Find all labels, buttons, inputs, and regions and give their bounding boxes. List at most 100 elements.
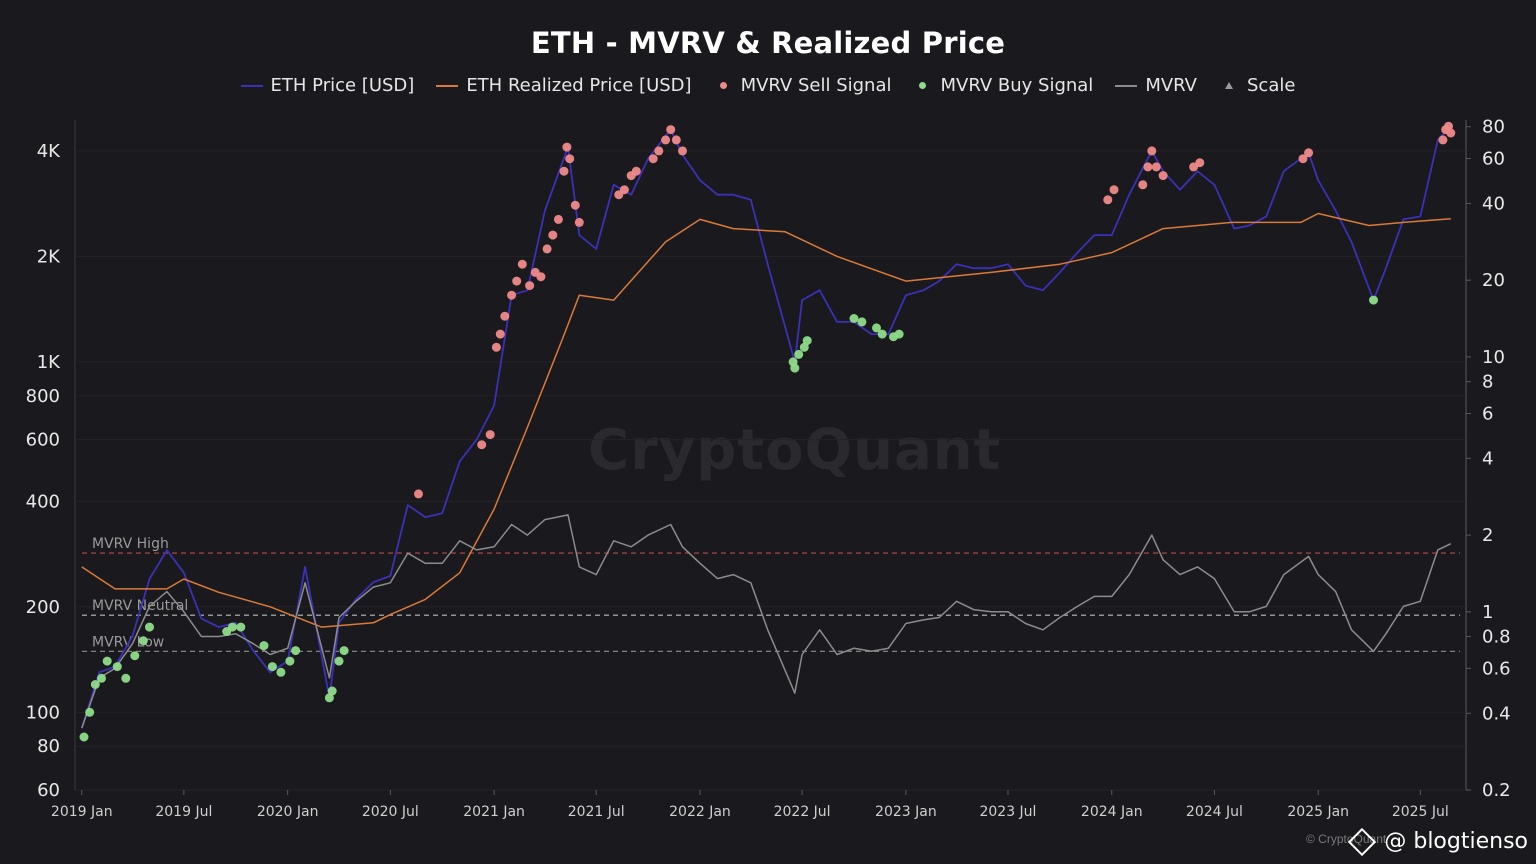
left-tick-label: 400 <box>26 491 60 512</box>
buy-signal-point <box>85 707 95 717</box>
x-tick-label: 2024 Jan <box>1081 804 1143 820</box>
buy-signal-point <box>324 693 334 703</box>
left-tick-label: 200 <box>26 597 60 618</box>
legend-label: MVRV Sell Signal <box>740 75 892 96</box>
legend-item-sell-signal[interactable]: MVRV Sell Signal <box>714 75 892 96</box>
buy-signal-point <box>334 656 344 666</box>
buy-signal-point <box>291 646 301 656</box>
legend-item-eth-price[interactable]: ETH Price [USD] <box>240 75 415 96</box>
sell-signal-point <box>562 142 572 152</box>
buy-signal-point <box>877 329 887 339</box>
buy-signal-point <box>227 622 237 632</box>
legend-item-scale[interactable]: Scale <box>1219 75 1295 96</box>
sell-signal-point <box>1304 148 1314 158</box>
sell-signal-point <box>495 329 505 339</box>
sell-signal-point <box>1103 195 1113 205</box>
sell-signal-point <box>570 200 580 210</box>
buy-signal-point <box>872 323 881 333</box>
buy-signal-point <box>794 349 804 359</box>
buy-signal-point <box>138 636 148 646</box>
right-tick-label: 8 <box>1482 372 1493 393</box>
legend-label: MVRV Buy Signal <box>940 75 1094 96</box>
sell-signal-point <box>517 259 527 269</box>
buy-signal-point <box>112 662 122 672</box>
chart-legend: ETH Price [USD] ETH Realized Price [USD]… <box>0 75 1536 96</box>
sell-signal-point <box>666 125 676 135</box>
right-tick-label: 2 <box>1482 525 1493 546</box>
sell-signal-point <box>678 146 687 156</box>
left-tick-label: 60 <box>37 780 60 801</box>
x-tick-label: 2021 Jul <box>568 804 625 820</box>
author-credit-text: @ blogtienso <box>1384 829 1528 854</box>
legend-item-mvrv[interactable]: MVRV <box>1115 75 1197 96</box>
binance-diamond-icon <box>1348 827 1377 856</box>
buy-signal-point <box>90 680 100 689</box>
eth-price-line <box>80 125 1452 729</box>
right-tick-label: 0.4 <box>1482 703 1511 724</box>
buy-signal-point <box>802 336 812 346</box>
legend-line-icon <box>240 84 263 87</box>
left-tick-label: 1K <box>37 352 61 373</box>
sell-signal-point <box>548 230 558 240</box>
sell-signal-point <box>654 146 664 156</box>
x-tick-label: 2021 Jan <box>463 804 525 820</box>
x-tick-label: 2023 Jul <box>979 804 1036 820</box>
sell-signal-point <box>1438 135 1448 145</box>
sell-signal-point <box>619 185 629 195</box>
buy-signal-point <box>276 667 286 677</box>
x-tick-label: 2022 Jul <box>774 804 831 820</box>
legend-dot-icon <box>919 82 927 89</box>
legend-label: ETH Price [USD] <box>270 75 415 96</box>
x-tick-label: 2025 Jan <box>1287 804 1349 820</box>
sell-signal-point <box>491 342 501 352</box>
sell-signal-point <box>1151 162 1161 172</box>
buy-signal-point <box>102 656 112 666</box>
buy-signal-point <box>327 686 337 696</box>
reference-line-label: MVRV Neutral <box>92 598 188 614</box>
sell-signal-point <box>477 440 487 450</box>
buy-signal-point <box>236 622 246 632</box>
sell-signal-point <box>525 281 535 291</box>
right-tick-label: 0.6 <box>1482 658 1511 679</box>
buy-signal-point <box>894 329 904 339</box>
buy-signal-point <box>121 673 131 683</box>
buy-signal-point <box>267 662 277 672</box>
legend-line-icon <box>1115 84 1138 87</box>
x-tick-label: 2020 Jul <box>362 804 419 820</box>
left-tick-label: 2K <box>37 246 61 267</box>
right-tick-label: 10 <box>1482 347 1505 368</box>
buy-signal-point <box>79 732 89 742</box>
right-tick-label: 40 <box>1482 193 1505 214</box>
buy-signal-point <box>790 363 800 373</box>
sell-signal-point <box>414 489 423 499</box>
sell-signal-point <box>1446 128 1456 138</box>
buy-signal-point <box>97 673 106 683</box>
x-tick-label: 2020 Jan <box>257 804 319 820</box>
sell-signal-point <box>1158 171 1168 181</box>
legend-triangle-icon <box>1225 82 1233 89</box>
watermark: CryptoQuant <box>588 418 1002 483</box>
chart-title: ETH - MVRV & Realized Price <box>530 26 1006 60</box>
reference-line-label: MVRV High <box>92 536 169 552</box>
sell-signal-point <box>512 276 522 286</box>
x-tick-label: 2025 Jul <box>1392 804 1449 820</box>
right-tick-label: 0.2 <box>1482 780 1511 801</box>
x-tick-label: 2022 Jan <box>669 804 731 820</box>
sell-signal-point <box>574 217 584 227</box>
x-tick-label: 2019 Jul <box>155 804 212 820</box>
sell-signal-point <box>553 214 563 224</box>
right-tick-label: 6 <box>1482 403 1493 424</box>
right-tick-label: 0.8 <box>1482 627 1511 648</box>
author-credit: @ blogtienso <box>1348 827 1528 856</box>
sell-signal-point <box>1109 185 1119 195</box>
sell-signal-point <box>507 290 517 300</box>
right-tick-label: 20 <box>1482 270 1505 291</box>
legend-item-realized-price[interactable]: ETH Realized Price [USD] <box>436 75 692 96</box>
buy-signal-point <box>145 622 154 632</box>
right-tick-label: 1 <box>1482 602 1493 623</box>
legend-item-buy-signal[interactable]: MVRV Buy Signal <box>913 75 1093 96</box>
sell-signal-point <box>559 166 569 176</box>
legend-label: ETH Realized Price [USD] <box>466 75 692 96</box>
